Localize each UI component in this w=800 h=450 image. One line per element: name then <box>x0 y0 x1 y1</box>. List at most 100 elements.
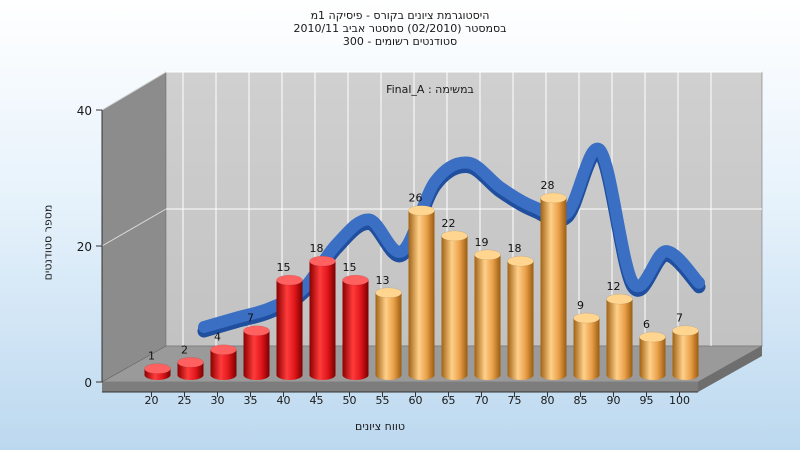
x-axis-title: טווח ציונים <box>355 420 405 433</box>
bar-body <box>177 362 204 380</box>
bar-body <box>507 261 534 380</box>
x-tick-label: 85 <box>574 394 588 407</box>
bar: 19 <box>474 236 501 380</box>
x-tick-label: 55 <box>376 394 390 407</box>
bar-top <box>144 363 171 374</box>
bar-value-label: 7 <box>676 312 683 325</box>
x-tick-label: 65 <box>442 394 456 407</box>
chart-title-line-1: היסטוגרמת ציונים בקורס - פיסיקה 1מ <box>310 9 490 22</box>
bar-body <box>573 318 600 380</box>
bar-top <box>309 255 336 267</box>
bar: 26 <box>408 192 435 380</box>
bar-top <box>606 293 633 305</box>
chart-title-line-2: בסמסטר (02/2010) סמסטר אביב 2010/11 <box>293 22 507 35</box>
bar: 4 <box>210 331 237 380</box>
bar-top <box>375 287 402 299</box>
bar-top <box>441 230 468 242</box>
x-tick-label: 95 <box>640 394 654 407</box>
bar-top <box>276 274 303 286</box>
x-tick-label: 25 <box>178 394 192 407</box>
bar-top <box>540 192 567 204</box>
bar-body <box>276 280 303 380</box>
grid-line-side <box>101 71 167 111</box>
bar-value-label: 6 <box>643 318 650 331</box>
bar-body <box>540 197 567 380</box>
chart-annotation: Final_A : במשימה <box>386 83 474 96</box>
x-tick-label: 35 <box>244 394 258 407</box>
bar-body <box>342 280 369 380</box>
bar: 12 <box>606 280 633 380</box>
bar-value-label: 7 <box>247 312 254 325</box>
bar-value-label: 18 <box>310 242 324 255</box>
bar-top <box>639 331 666 343</box>
bar-value-label: 15 <box>277 261 291 274</box>
x-tick-label: 20 <box>145 394 159 407</box>
bar: 7 <box>243 312 270 380</box>
x-tick-label: 50 <box>343 394 357 407</box>
bar: 18 <box>309 242 336 380</box>
bar-value-label: 9 <box>577 299 584 312</box>
bar-value-label: 18 <box>508 242 522 255</box>
x-tick-label: 45 <box>310 394 324 407</box>
bar-body <box>441 235 468 380</box>
bar: 15 <box>276 261 303 380</box>
x-tick-label: 70 <box>475 394 489 407</box>
x-tick-label: 75 <box>508 394 522 407</box>
bar: 18 <box>507 242 534 380</box>
bar-value-label: 4 <box>214 331 221 344</box>
x-tick-label: 90 <box>607 394 621 407</box>
bar-body <box>474 254 501 380</box>
bar-value-label: 19 <box>475 236 489 249</box>
grid-line-side <box>101 208 167 247</box>
bar: 22 <box>441 217 468 380</box>
bar-value-label: 28 <box>541 179 555 192</box>
x-tick-label: 30 <box>211 394 225 407</box>
bar: 28 <box>540 179 567 380</box>
y-tick-label: 0 <box>84 376 92 390</box>
bar: 2 <box>177 343 204 380</box>
bar: 6 <box>639 318 666 380</box>
bar-value-label: 13 <box>376 274 390 287</box>
bar-top <box>177 357 204 368</box>
bar-body <box>210 349 237 380</box>
bar-top <box>210 344 237 355</box>
bar-body <box>243 330 270 380</box>
bar-body <box>309 261 336 380</box>
bar-value-label: 12 <box>607 280 621 293</box>
bar-top <box>474 249 501 261</box>
bar: 13 <box>375 274 402 380</box>
bar: 1 <box>144 350 171 380</box>
x-tick-label: 100 <box>669 394 690 407</box>
chart-title-line-3: סטודנטים רשומים - 300 <box>342 35 458 48</box>
bar-body <box>408 210 435 380</box>
bar-top <box>342 274 369 286</box>
bar: 15 <box>342 261 369 380</box>
bar-value-label: 26 <box>409 192 423 205</box>
bar-body <box>606 299 633 380</box>
bar: 7 <box>672 312 699 380</box>
bar-value-label: 22 <box>442 217 456 230</box>
x-tick-label: 40 <box>277 394 291 407</box>
bar-value-label: 15 <box>343 261 357 274</box>
y-tick-label: 20 <box>77 240 92 254</box>
bar-top <box>672 325 699 336</box>
chart-axes: 0 20 40 20 25 30 35 40 45 50 55 60 65 70 75 80 85 90 95 100 <box>77 104 698 407</box>
x-tick-label: 60 <box>409 394 423 407</box>
bar-top <box>408 205 435 216</box>
bar: 9 <box>573 299 600 380</box>
bar-top <box>507 255 534 267</box>
y-axis-title: מספר סטודנטים <box>41 204 55 281</box>
y-tick-label: 40 <box>77 104 92 118</box>
chart-floor-edge <box>102 382 698 392</box>
bar-value-label: 1 <box>148 350 155 363</box>
bar-top <box>573 312 600 324</box>
bar-value-label: 2 <box>181 343 188 356</box>
bar-top <box>243 325 270 336</box>
bar-body <box>375 292 402 380</box>
chart-floor-side-edge <box>698 346 762 392</box>
x-tick-label: 80 <box>541 394 555 407</box>
bar-body <box>672 330 699 380</box>
